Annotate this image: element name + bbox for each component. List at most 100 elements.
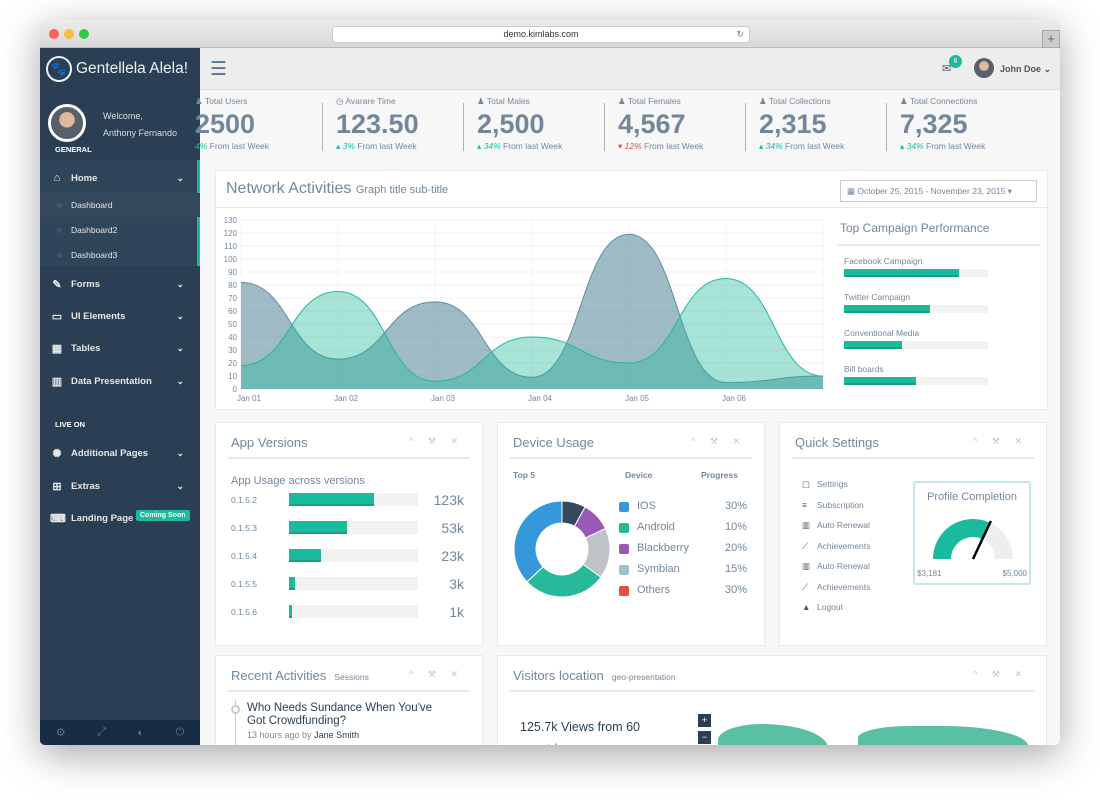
stat-value: 2,315 xyxy=(759,109,827,139)
sidebar-item-extras[interactable]: ⊞ Extras ⌄ xyxy=(40,471,200,501)
quick-setting-achievements[interactable]: ⟋ Achievements xyxy=(802,581,871,592)
sidebar-footer: ⚙ ⤢ ◐ ⏻ xyxy=(40,720,200,745)
stat-total-females: ♟ Total Females 4,567 ▾ 12% From last Week xyxy=(618,96,758,166)
legend-swatch xyxy=(619,502,629,512)
activity-author-link[interactable]: Jane Smith xyxy=(314,730,360,740)
series-area-1 xyxy=(241,278,823,389)
panel-tools[interactable]: ^ ⚒ ✕ xyxy=(409,436,464,446)
sidebar-item-label: Additional Pages xyxy=(71,447,149,459)
url-text: demo.kimlabs.com xyxy=(503,29,579,39)
sidebar-item-home[interactable]: ⌂ Home ⌄ xyxy=(40,163,200,193)
device-name: Android xyxy=(637,521,675,533)
device-pct: 30% xyxy=(725,584,748,596)
user-menu[interactable]: John Doe ⌄ xyxy=(1000,64,1051,75)
fullscreen-icon[interactable]: ⤢ xyxy=(97,726,106,738)
sidebar-item-label: UI Elements xyxy=(71,310,126,322)
quick-setting-auto-renewal[interactable]: ▥ Auto Renewal xyxy=(802,520,870,530)
recent-activities-panel: Recent Activities Sessions ^ ⚒ ✕ Who Need… xyxy=(215,655,483,745)
gauge-min: $3,181 xyxy=(917,569,942,578)
user-avatar xyxy=(48,104,86,142)
map-zoom-out-button[interactable]: − xyxy=(698,731,711,744)
menu-toggle-icon[interactable]: ☰ xyxy=(210,59,228,80)
address-bar[interactable]: demo.kimlabs.com ↻ xyxy=(332,26,750,43)
y-tick-label: 30 xyxy=(228,346,237,355)
user-icon: ♟ xyxy=(900,96,908,106)
logout-icon: ▲ xyxy=(802,602,811,612)
panel-tools[interactable]: ^ ⚒ ✕ xyxy=(973,436,1028,446)
y-tick-label: 110 xyxy=(224,242,237,251)
network-activities-panel: Network Activities Graph title sub-title… xyxy=(215,170,1049,410)
stat-avarare-time: ◷ Avarare Time 123.50 ▴ 3% From last Week xyxy=(336,96,476,166)
minimize-window-button[interactable] xyxy=(64,29,74,39)
sidebar-subitem-dashboard[interactable]: Dashboard xyxy=(40,193,200,217)
chevron-down-icon: ⌄ xyxy=(176,342,184,353)
edit-icon: ✎ xyxy=(52,278,62,291)
close-window-button[interactable] xyxy=(49,29,59,39)
stat-change: 34% xyxy=(765,141,783,151)
stat-value: 4,567 xyxy=(618,109,686,139)
new-tab-button[interactable]: + xyxy=(1042,30,1060,48)
legend-swatch xyxy=(619,565,629,575)
panel-title: Visitors location geo-presentation xyxy=(513,668,676,683)
sidebar-item-additional-pages[interactable]: ✺ Additional Pages ⌄ xyxy=(40,438,200,468)
sidebar-subitem-dashboard3[interactable]: Dashboard3 xyxy=(40,243,200,267)
sidebar-subitem-dashboard2[interactable]: Dashboard2 xyxy=(40,218,200,242)
version-label: 0.1.5.5 xyxy=(231,579,257,589)
mail-icon[interactable]: ✉ xyxy=(942,63,952,75)
profile-completion-title: Profile Completion xyxy=(927,491,1017,503)
sidebar-item-ui-elements[interactable]: ▭ UI Elements ⌄ xyxy=(40,301,200,331)
panel-title: Quick Settings xyxy=(795,435,879,450)
panel-tools[interactable]: ^ ⚒ ✕ xyxy=(973,669,1028,679)
visitors-location-panel: Visitors location geo-presentation ^ ⚒ ✕ … xyxy=(497,655,1047,745)
quick-setting-settings[interactable]: ▢ Settings xyxy=(802,479,848,489)
gear-icon[interactable]: ⚙ xyxy=(55,727,66,739)
map-zoom-in-button[interactable]: + xyxy=(698,714,711,727)
app-usage-subtitle: App Usage across versions xyxy=(231,475,365,487)
section-general-label: GENERAL xyxy=(55,145,92,154)
panel-tools[interactable]: ^ ⚒ ✕ xyxy=(691,436,746,446)
chevron-down-icon: ⌄ xyxy=(176,375,184,386)
quick-setting-achievements[interactable]: ⟋ Achievements xyxy=(802,540,871,551)
campaign-label: Facebook Campaign xyxy=(844,256,923,266)
date-range-picker[interactable]: ▦ October 25, 2015 - November 23, 2015 ▾ xyxy=(840,180,1037,202)
quick-setting-logout[interactable]: ▲ Logout xyxy=(802,602,843,612)
eye-slash-icon[interactable]: ◐ xyxy=(137,726,145,739)
reload-icon[interactable]: ↻ xyxy=(736,29,744,39)
sidebar-item-forms[interactable]: ✎ Forms ⌄ xyxy=(40,269,200,299)
quick-setting-subscription[interactable]: ≡ Subscription xyxy=(802,499,864,510)
stat-change: 4% xyxy=(195,141,208,151)
app-versions-panel: App Versions ^ ⚒ ✕ App Usage across vers… xyxy=(215,422,483,646)
sidebar-item-label: Tables xyxy=(71,342,101,354)
brand-name[interactable]: Gentellela Alela! xyxy=(76,60,189,77)
sidebar-item-label: Landing Page xyxy=(71,512,134,524)
mail-count-badge: 6 xyxy=(949,55,962,68)
donut-slice[interactable] xyxy=(513,500,563,583)
stat-value: 123.50 xyxy=(336,109,419,139)
sidebar-item-label: Data Presentation xyxy=(71,375,152,387)
power-icon[interactable]: ⏻ xyxy=(175,726,185,738)
maximize-window-button[interactable] xyxy=(79,29,89,39)
profile-gauge xyxy=(933,519,1013,560)
sidebar-item-landing-page[interactable]: ⌨ Landing Page xyxy=(40,503,200,533)
series-area-0 xyxy=(241,234,823,389)
user-avatar-small[interactable] xyxy=(974,58,994,78)
gauge-needle xyxy=(971,520,993,560)
activity-title-link[interactable]: Who Needs Sundance When You've Got Crowd… xyxy=(247,702,433,727)
desktop-icon: ▭ xyxy=(51,310,63,323)
quick-settings-panel: Quick Settings ^ ⚒ ✕ ▢ Settings ≡ Subscript… xyxy=(779,422,1047,646)
panel-tools[interactable]: ^ ⚒ ✕ xyxy=(409,669,464,679)
quick-setting-auto-renewal[interactable]: ▥ Auto Renewal xyxy=(802,561,870,571)
y-tick-label: 130 xyxy=(224,216,238,225)
chevron-down-icon: ⌄ xyxy=(176,278,184,289)
campaign-progress-bar xyxy=(844,341,988,349)
sidebar-item-data-presentation[interactable]: ▥ Data Presentation ⌄ xyxy=(40,366,200,396)
device-pct: 10% xyxy=(725,521,748,533)
user-icon: ♟ xyxy=(195,96,203,106)
world-map[interactable] xyxy=(698,716,1028,745)
sidebar-item-label: Extras xyxy=(71,480,101,492)
stat-total-users: ♟ Total Users 2500 4% From last Week xyxy=(195,96,335,166)
profile-completion-card: Profile Completion $3,181 $5,000 xyxy=(913,481,1031,585)
x-tick-label: Jan 03 xyxy=(431,394,456,403)
sidebar-item-tables[interactable]: ▦ Tables ⌄ xyxy=(40,333,200,363)
device-pct: 20% xyxy=(725,542,748,554)
